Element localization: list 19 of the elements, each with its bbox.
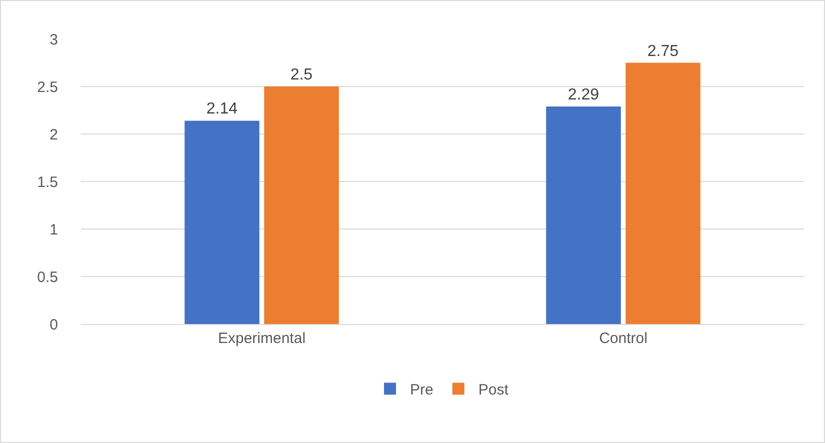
data-label: 2.75 [647, 42, 679, 60]
data-label: 2.5 [290, 66, 313, 84]
y-tick-label: 2 [50, 126, 58, 144]
data-label: 2.29 [568, 86, 600, 104]
y-tick-label: 1 [50, 221, 58, 238]
y-tick-label: 1.5 [37, 174, 58, 191]
x-tick-label: Experimental [218, 330, 306, 347]
x-tick-label: Control [599, 330, 648, 347]
bar [184, 120, 260, 324]
y-tick-label: 2.5 [37, 78, 58, 96]
bar [626, 62, 700, 324]
legend-label: Post [478, 382, 510, 399]
y-tick-label: 3 [50, 31, 58, 48]
y-tick-label: 0 [50, 316, 58, 334]
bar [264, 86, 339, 324]
legend-label: Pre [410, 382, 434, 399]
bar [546, 106, 621, 324]
y-tick-label: 0.5 [37, 268, 58, 286]
data-label: 2.14 [206, 100, 238, 118]
